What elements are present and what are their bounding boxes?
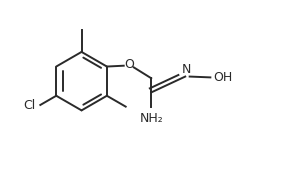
Text: N: N — [181, 63, 191, 76]
Text: OH: OH — [213, 71, 233, 84]
Text: Cl: Cl — [24, 99, 36, 112]
Text: O: O — [124, 58, 134, 71]
Text: NH₂: NH₂ — [139, 112, 163, 125]
